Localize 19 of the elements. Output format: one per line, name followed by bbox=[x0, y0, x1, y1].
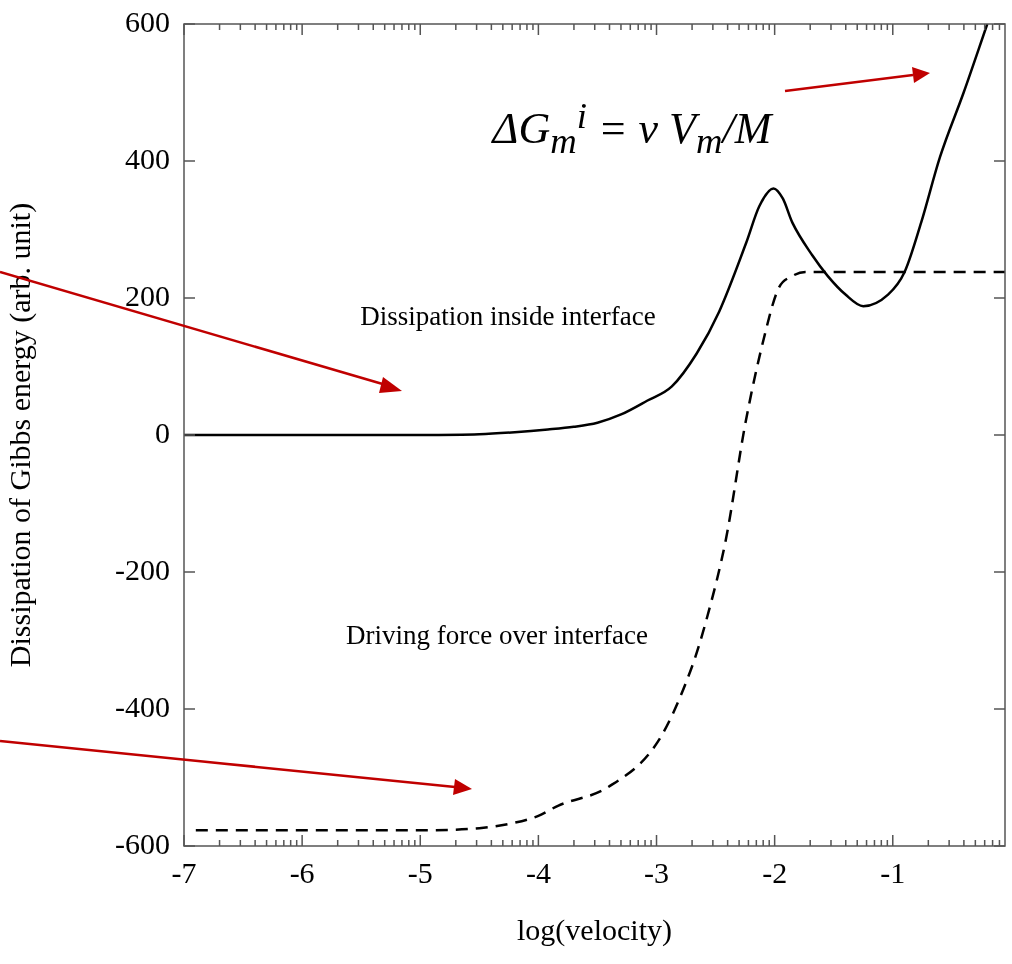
y-tick-label: -600 bbox=[115, 826, 170, 860]
x-tick-label: -5 bbox=[407, 855, 433, 889]
annotation: Driving force over interface bbox=[345, 620, 649, 651]
x-tick-label: -7 bbox=[171, 855, 197, 889]
annotation: ΔG$_{m}$$^{i}$ = v V$_{m}$/M bbox=[492, 93, 772, 163]
annotation: Dissipation inside interface bbox=[360, 301, 656, 332]
x-tick-label: -4 bbox=[525, 855, 551, 889]
y-tick-label: 600 bbox=[125, 4, 170, 38]
y-tick-label: 400 bbox=[125, 141, 170, 175]
x-tick-label: -3 bbox=[644, 855, 670, 889]
y-tick-label: 200 bbox=[125, 278, 170, 312]
x-tick-label: -1 bbox=[880, 855, 906, 889]
x-axis-title: log(velocity) bbox=[517, 912, 672, 947]
y-tick-label: -400 bbox=[115, 689, 170, 723]
y-tick-label: 0 bbox=[155, 415, 170, 449]
y-axis-title: Dissipation of Gibbs energy (arb. unit) bbox=[2, 202, 37, 668]
x-tick-label: -6 bbox=[289, 855, 315, 889]
y-tick-label: -200 bbox=[115, 552, 170, 586]
x-tick-label: -2 bbox=[762, 855, 788, 889]
